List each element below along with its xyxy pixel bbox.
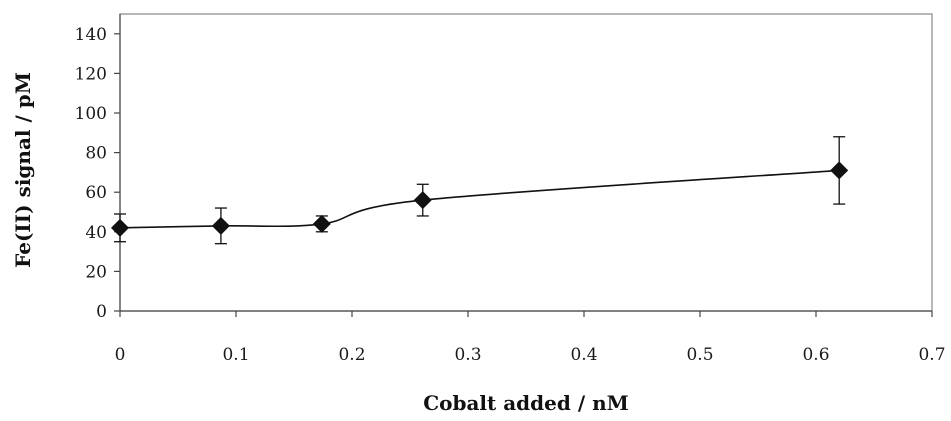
x-tick-label: 0.1 (222, 345, 249, 365)
data-point-diamond (111, 218, 129, 237)
y-axis-ticks: 0 20 40 60 80 100 120 140 (75, 25, 120, 322)
y-tick-label: 20 (85, 262, 107, 282)
data-point-diamond (211, 216, 230, 235)
x-tick-label: 0.7 (918, 345, 945, 365)
y-tick-label: 140 (75, 25, 107, 45)
y-tick-label: 100 (75, 104, 107, 124)
x-tick-label: 0 (115, 345, 126, 365)
y-tick-label: 40 (85, 223, 107, 243)
y-axis-title: Fe(II) signal / pM (11, 72, 35, 268)
x-axis-ticks: 0 0.1 0.2 0.3 0.4 0.5 0.6 0.7 (115, 311, 946, 365)
y-tick-label: 60 (85, 183, 107, 203)
y-tick-label: 120 (75, 64, 107, 84)
series-layer (111, 136, 849, 245)
data-point-diamond (830, 161, 849, 180)
x-tick-label: 0.6 (802, 345, 829, 365)
x-tick-label: 0.5 (686, 345, 713, 365)
x-axis-title: Cobalt added / nM (423, 391, 629, 415)
series-line (119, 169, 840, 229)
data-point-diamond (413, 191, 432, 210)
plot-area-frame (119, 13, 933, 312)
x-tick-label: 0.2 (338, 345, 365, 365)
x-tick-label: 0.3 (454, 345, 481, 365)
y-tick-label: 80 (85, 144, 107, 164)
data-point-diamond (312, 214, 331, 233)
x-tick-label: 0.4 (570, 345, 597, 365)
y-tick-label: 0 (96, 302, 107, 322)
